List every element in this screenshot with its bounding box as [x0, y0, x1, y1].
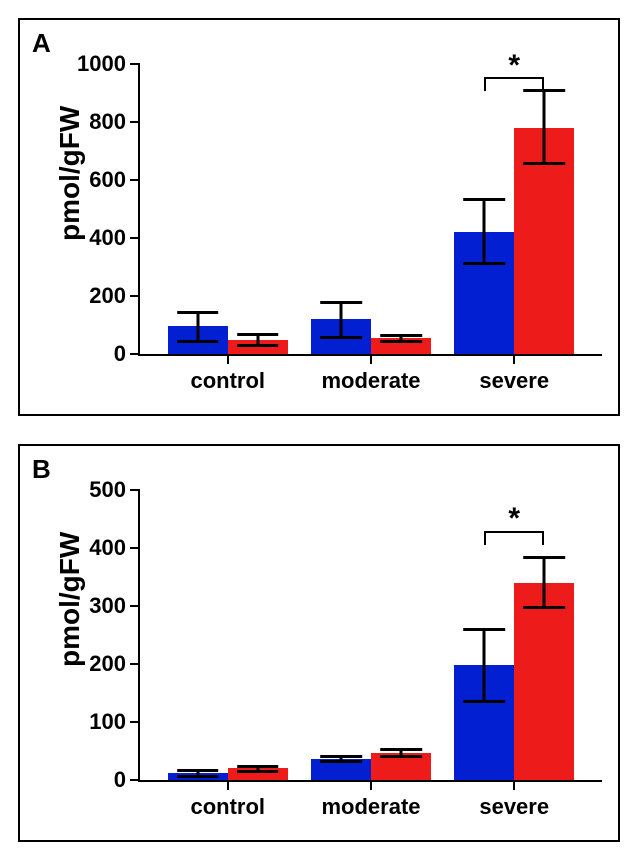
y-tick	[130, 237, 140, 239]
error-cap	[523, 89, 565, 92]
error-cap	[463, 628, 505, 631]
x-tick-label: control	[190, 794, 265, 820]
error-cap	[463, 700, 505, 703]
error-bar	[543, 557, 546, 607]
y-tick	[130, 353, 140, 355]
error-bar	[196, 312, 199, 341]
y-tick-label: 600	[89, 167, 126, 193]
bar	[514, 583, 574, 780]
y-tick	[130, 663, 140, 665]
error-bar	[543, 90, 546, 163]
x-tick	[227, 780, 229, 790]
x-tick-label: moderate	[321, 368, 420, 394]
x-tick	[370, 354, 372, 364]
x-tick	[513, 780, 515, 790]
error-cap	[523, 556, 565, 559]
panel-b: B0100200300400500controlmoderatesevere*p…	[18, 444, 620, 842]
error-cap	[320, 760, 362, 763]
significance-bracket	[542, 531, 544, 545]
x-tick-label: severe	[479, 368, 549, 394]
panel-label: B	[32, 454, 51, 485]
error-cap	[237, 765, 279, 768]
y-tick	[130, 721, 140, 723]
plot-area: 02004006008001000controlmoderatesevere*	[138, 64, 602, 356]
significance-bracket	[484, 77, 486, 91]
error-cap	[380, 334, 422, 337]
error-cap	[177, 775, 219, 778]
plot-area: 0100200300400500controlmoderatesevere*	[138, 490, 602, 782]
error-cap	[177, 769, 219, 772]
error-cap	[380, 748, 422, 751]
error-cap	[237, 770, 279, 773]
y-tick-label: 300	[89, 593, 126, 619]
error-cap	[380, 340, 422, 343]
y-tick	[130, 779, 140, 781]
y-tick-label: 800	[89, 109, 126, 135]
y-tick	[130, 489, 140, 491]
y-tick-label: 200	[89, 651, 126, 677]
y-tick	[130, 179, 140, 181]
error-cap	[320, 301, 362, 304]
y-tick-label: 200	[89, 283, 126, 309]
y-axis-label: pmol/gFW	[54, 607, 86, 667]
significance-star: *	[508, 502, 520, 536]
y-tick-label: 0	[114, 341, 126, 367]
y-tick-label: 400	[89, 535, 126, 561]
y-tick	[130, 121, 140, 123]
y-tick	[130, 63, 140, 65]
y-tick	[130, 295, 140, 297]
figure-root: A02004006008001000controlmoderatesevere*…	[0, 0, 638, 863]
y-tick	[130, 547, 140, 549]
significance-bracket	[484, 531, 486, 545]
error-cap	[177, 311, 219, 314]
error-cap	[380, 755, 422, 758]
y-axis-label: pmol/gFW	[54, 181, 86, 241]
x-tick	[513, 354, 515, 364]
error-bar	[339, 302, 342, 337]
y-tick	[130, 605, 140, 607]
significance-bracket	[542, 77, 544, 91]
x-tick	[227, 354, 229, 364]
error-cap	[523, 606, 565, 609]
x-tick-label: moderate	[321, 794, 420, 820]
significance-star: *	[508, 49, 520, 83]
y-tick-label: 500	[89, 477, 126, 503]
y-tick-label: 1000	[77, 51, 126, 77]
x-tick	[370, 780, 372, 790]
error-cap	[320, 336, 362, 339]
error-cap	[237, 344, 279, 347]
error-bar	[483, 199, 486, 263]
x-tick-label: control	[190, 368, 265, 394]
error-cap	[523, 162, 565, 165]
error-cap	[237, 333, 279, 336]
error-cap	[177, 340, 219, 343]
error-cap	[320, 755, 362, 758]
y-tick-label: 0	[114, 767, 126, 793]
y-tick-label: 100	[89, 709, 126, 735]
error-cap	[463, 198, 505, 201]
y-tick-label: 400	[89, 225, 126, 251]
error-bar	[483, 629, 486, 701]
error-cap	[463, 262, 505, 265]
x-tick-label: severe	[479, 794, 549, 820]
panel-a: A02004006008001000controlmoderatesevere*…	[18, 18, 620, 416]
panel-label: A	[32, 28, 51, 59]
